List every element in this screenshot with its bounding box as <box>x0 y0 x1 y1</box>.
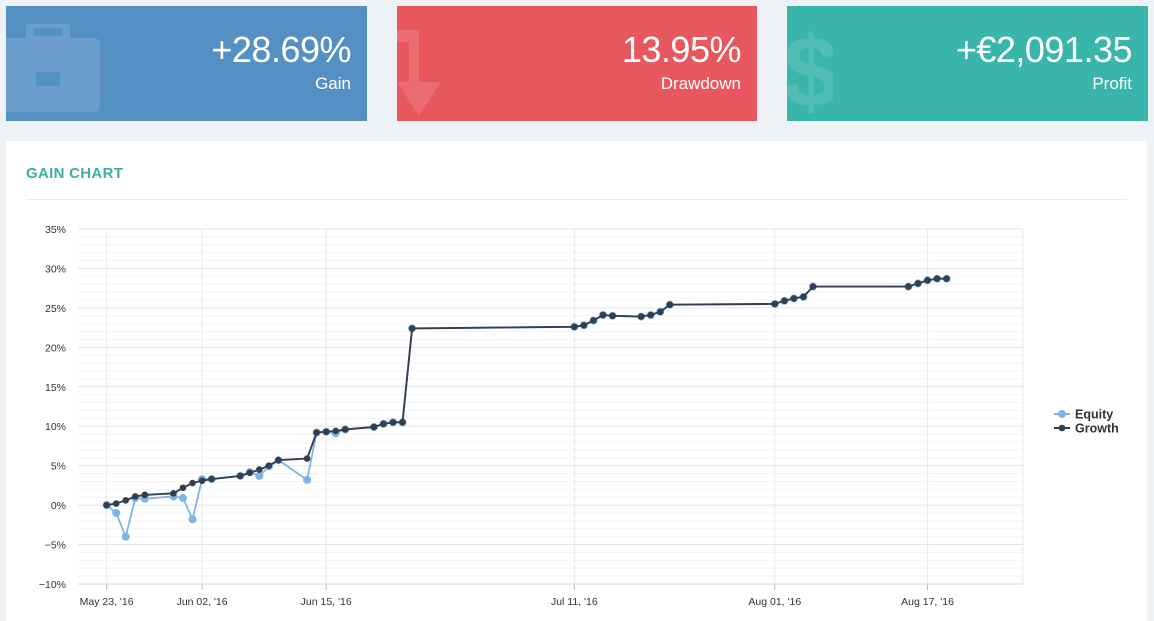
profit-card: $ +€2,091.35 Profit <box>787 6 1148 121</box>
y-tick-label: 10% <box>45 421 66 433</box>
profit-value: +€2,091.35 <box>955 29 1133 70</box>
data-point-growth <box>332 427 340 435</box>
data-point-growth <box>905 283 912 290</box>
data-point-growth <box>198 477 206 484</box>
data-point-growth <box>131 493 139 500</box>
data-point-growth <box>246 469 254 477</box>
panel-title: GAIN CHART <box>26 165 124 182</box>
data-point-growth <box>170 489 177 497</box>
data-point-growth <box>380 420 387 428</box>
data-point-equity <box>179 494 187 503</box>
data-point-growth <box>656 308 664 316</box>
profit-label: Profit <box>1092 74 1132 93</box>
data-point-growth <box>208 475 215 483</box>
x-tick-label: Jun 15, '16 <box>301 596 352 608</box>
data-point-equity <box>303 475 312 484</box>
data-point-growth <box>637 313 645 320</box>
data-point-growth <box>800 293 807 301</box>
data-point-growth <box>914 280 922 287</box>
data-point-growth <box>265 462 273 469</box>
data-point-growth <box>112 500 120 507</box>
x-tick-label: Jun 02, '16 <box>177 596 228 608</box>
gain-value: +28.69% <box>211 29 351 70</box>
data-point-growth <box>647 311 655 319</box>
y-tick-label: 20% <box>45 342 66 354</box>
y-tick-label: 5% <box>51 461 66 473</box>
panel-divider <box>26 199 1127 200</box>
data-point-equity <box>121 532 130 541</box>
plot-area <box>78 229 1023 584</box>
data-point-equity <box>112 509 121 517</box>
data-point-growth <box>781 297 788 305</box>
data-point-growth <box>275 456 282 464</box>
data-point-growth <box>322 428 330 436</box>
y-tick-label: 30% <box>45 263 66 275</box>
drawdown-value: 13.95% <box>621 29 742 70</box>
gain-chart: −10% −5% 0% 5% 10% 15% 20% 25% 30% 35% May 23, '16… <box>39 224 1119 608</box>
data-point-growth <box>408 325 416 332</box>
legend-swatch-marker <box>1058 424 1066 432</box>
dollar-icon: $ <box>787 20 833 120</box>
gain-label: Gain <box>315 74 351 93</box>
y-tick-label: 0% <box>51 500 66 512</box>
data-point-growth <box>341 426 349 433</box>
data-point-growth <box>370 423 378 431</box>
x-tick-label: Aug 01, '16 <box>748 596 801 608</box>
data-point-growth <box>666 301 674 309</box>
x-tick-label: May 23, '16 <box>80 596 134 608</box>
data-point-growth <box>236 472 244 480</box>
data-point-growth <box>141 491 149 499</box>
data-point-growth <box>609 312 616 320</box>
data-point-growth <box>256 466 263 473</box>
data-point-growth <box>933 275 941 282</box>
y-tick-label: −5% <box>45 540 66 552</box>
data-point-growth <box>189 479 196 487</box>
legend-item-equity: Equity <box>1075 408 1113 422</box>
legend-item-growth: Growth <box>1075 422 1119 436</box>
data-point-growth <box>303 455 311 462</box>
data-point-growth <box>389 418 397 426</box>
arrow-down-icon <box>397 30 441 116</box>
data-point-growth <box>924 276 931 284</box>
data-point-equity <box>255 471 264 480</box>
briefcase-icon <box>6 24 100 112</box>
x-tick-label: Jul 11, '16 <box>551 596 598 608</box>
y-tick-label: 15% <box>45 382 66 394</box>
data-point-growth <box>313 429 320 436</box>
svg-text:$: $ <box>787 20 833 120</box>
data-point-equity <box>188 515 197 524</box>
data-point-growth <box>790 295 798 302</box>
data-point-growth <box>571 323 578 331</box>
data-point-growth <box>399 418 406 426</box>
drawdown-card: 13.95% Drawdown <box>397 6 757 121</box>
data-point-growth <box>599 311 607 319</box>
y-tick-label: 25% <box>45 303 66 315</box>
y-tick-label: 35% <box>45 224 66 236</box>
x-tick-label: Aug 17, '16 <box>901 596 954 608</box>
data-point-growth <box>179 484 187 492</box>
y-tick-label: −10% <box>39 579 66 591</box>
data-point-growth <box>590 317 597 324</box>
legend-swatch-marker <box>1058 410 1066 418</box>
data-point-growth <box>103 501 110 509</box>
data-point-growth <box>943 275 950 282</box>
data-point-growth <box>771 300 779 308</box>
gain-chart-panel: GAIN CHART −10% −5% 0% 5% 10% 15% 20% 25% 30% 35%… <box>6 141 1147 621</box>
data-point-growth <box>580 321 588 329</box>
drawdown-label: Drawdown <box>660 74 741 93</box>
data-point-growth <box>809 283 817 290</box>
data-point-growth <box>122 497 130 504</box>
gain-card: +28.69% Gain <box>6 6 367 121</box>
